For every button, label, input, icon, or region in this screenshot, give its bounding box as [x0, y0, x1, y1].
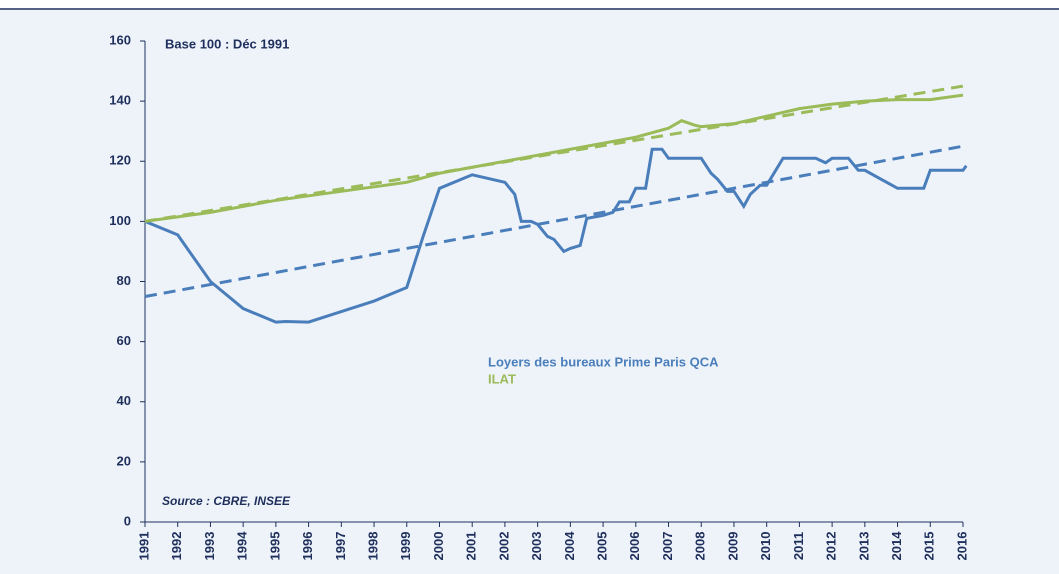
- x-tick-label: 2003: [529, 532, 544, 561]
- y-tick-label: 20: [117, 453, 131, 468]
- x-tick-label: 2005: [595, 532, 610, 561]
- x-tick-label: 2007: [660, 532, 675, 561]
- y-tick-label: 140: [109, 93, 131, 108]
- x-tick-label: 2001: [464, 532, 479, 561]
- x-tick-label: 2013: [856, 532, 871, 561]
- x-tick-label: 1997: [333, 532, 348, 561]
- y-tick-label: 60: [117, 333, 131, 348]
- annotation: Source : CBRE, INSEE: [162, 494, 291, 508]
- x-tick-label: 1994: [235, 531, 250, 561]
- legend-label: ILAT: [488, 371, 516, 386]
- series-line: [144, 147, 968, 324]
- y-tick-label: 80: [117, 273, 131, 288]
- legend-label: Loyers des bureaux Prime Paris QCA: [488, 354, 719, 369]
- x-tick-label: 2006: [627, 532, 642, 561]
- x-tick-label: 2016: [954, 532, 969, 561]
- x-tick-label: 2014: [889, 531, 904, 561]
- y-tick-label: 160: [109, 32, 131, 47]
- x-tick-label: 2011: [791, 532, 806, 560]
- x-tick-label: 2015: [922, 532, 937, 561]
- y-tick-label: 0: [124, 513, 131, 528]
- annotation: Base 100 : Déc 1991: [165, 36, 289, 51]
- x-tick-label: 1999: [398, 532, 413, 561]
- x-tick-label: 1998: [365, 532, 380, 561]
- x-tick-label: 1993: [202, 532, 217, 561]
- chart-background: [0, 10, 1059, 574]
- x-tick-label: 2004: [562, 531, 577, 561]
- x-tick-label: 2012: [824, 532, 839, 561]
- series-line: [144, 93, 964, 223]
- x-tick-label: 2000: [431, 532, 446, 561]
- x-tick-label: 1995: [267, 532, 282, 561]
- x-tick-label: 2008: [693, 532, 708, 561]
- x-tick-label: 1996: [300, 532, 315, 561]
- x-tick-label: 1991: [136, 532, 151, 561]
- x-tick-label: 1992: [169, 532, 184, 561]
- y-tick-label: 100: [109, 213, 131, 228]
- y-tick-label: 120: [109, 153, 131, 168]
- y-tick-label: 40: [117, 393, 131, 408]
- trend-line: [144, 144, 964, 299]
- x-tick-label: 2010: [758, 532, 773, 561]
- x-tick-label: 2009: [725, 532, 740, 561]
- x-tick-label: 2002: [496, 532, 511, 561]
